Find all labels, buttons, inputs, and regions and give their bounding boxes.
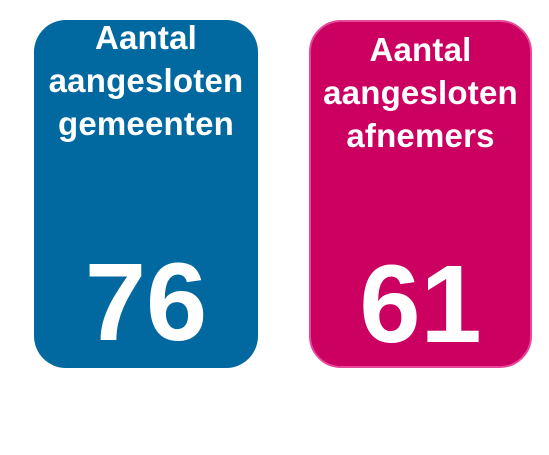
municipalities-title-line-1: Aantal xyxy=(34,16,258,59)
customers-title-line-3: afnemers xyxy=(311,114,530,157)
municipalities-title-line-2: aangesloten xyxy=(34,59,258,102)
customers-title-line-2: aangesloten xyxy=(311,71,530,114)
customers-title-line-1: Aantal xyxy=(311,28,530,71)
municipalities-title-line-3: gemeenten xyxy=(34,102,258,145)
customers-card: Aantal aangesloten afnemers 61 xyxy=(309,20,532,368)
municipalities-card-title: Aantal aangesloten gemeenten xyxy=(34,16,258,145)
customers-count: 61 xyxy=(311,250,530,360)
municipalities-count: 76 xyxy=(34,248,258,358)
customers-card-title: Aantal aangesloten afnemers xyxy=(311,28,530,157)
municipalities-card: Aantal aangesloten gemeenten 76 xyxy=(34,20,258,368)
